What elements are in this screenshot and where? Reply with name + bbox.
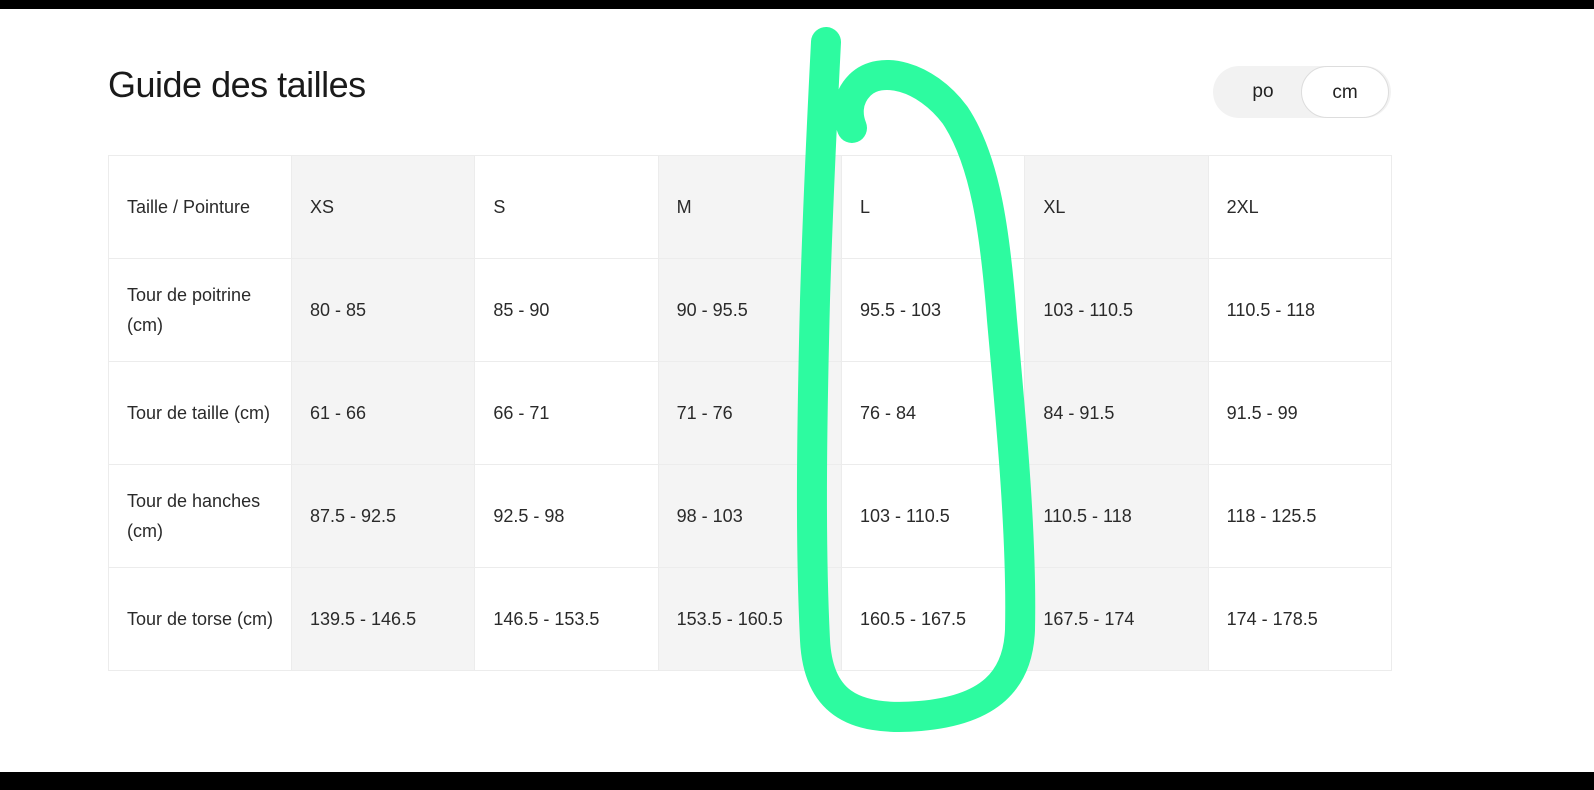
size-header: S	[474, 155, 659, 259]
size-cell-xs: 80 - 85	[290, 258, 476, 362]
size-cell-m: 153.5 - 160.5	[657, 567, 842, 671]
size-cell-l: 160.5 - 167.5	[840, 567, 1026, 671]
size-cell-2xl: 91.5 - 99	[1207, 361, 1393, 465]
size-cell-m: 71 - 76	[657, 361, 842, 465]
table-header-row: Taille / Pointure XS S M L XL 2XL	[108, 155, 1393, 259]
size-header: M	[657, 155, 842, 259]
size-cell-xs: 61 - 66	[290, 361, 476, 465]
size-cell-m: 90 - 95.5	[657, 258, 842, 362]
top-letterbox	[0, 0, 1594, 9]
size-cell-s: 85 - 90	[474, 258, 659, 362]
table-row: Tour de hanches (cm) 87.5 - 92.5 92.5 - 98…	[108, 464, 1393, 568]
size-cell-l: 95.5 - 103	[840, 258, 1026, 362]
size-cell-2xl: 118 - 125.5	[1207, 464, 1393, 568]
size-table: Taille / Pointure XS S M L XL 2XL Tour d…	[108, 155, 1393, 671]
size-cell-m: 98 - 103	[657, 464, 842, 568]
size-cell-xs: 87.5 - 92.5	[290, 464, 476, 568]
size-cell-2xl: 110.5 - 118	[1207, 258, 1393, 362]
size-header: 2XL	[1207, 155, 1393, 259]
size-header: XS	[290, 155, 476, 259]
row-label: Tour de taille (cm)	[108, 361, 292, 465]
size-cell-l: 76 - 84	[840, 361, 1026, 465]
size-cell-l: 103 - 110.5	[840, 464, 1026, 568]
header-label: Taille / Pointure	[108, 155, 292, 259]
row-label: Tour de poitrine (cm)	[108, 258, 292, 362]
size-header: XL	[1024, 155, 1209, 259]
size-cell-xl: 167.5 - 174	[1024, 567, 1209, 671]
row-label: Tour de torse (cm)	[108, 567, 292, 671]
unit-option-cm[interactable]: cm	[1301, 66, 1389, 118]
size-cell-s: 92.5 - 98	[474, 464, 659, 568]
size-cell-xl: 84 - 91.5	[1024, 361, 1209, 465]
size-cell-2xl: 174 - 178.5	[1207, 567, 1393, 671]
size-cell-xl: 103 - 110.5	[1024, 258, 1209, 362]
size-cell-xl: 110.5 - 118	[1024, 464, 1209, 568]
table-row: Tour de torse (cm) 139.5 - 146.5 146.5 - 1…	[108, 567, 1393, 671]
page-title: Guide des tailles	[108, 64, 366, 105]
unit-toggle[interactable]: po cm	[1213, 66, 1391, 118]
size-header: L	[840, 155, 1026, 259]
table-row: Tour de poitrine (cm) 80 - 85 85 - 90 90 - …	[108, 258, 1393, 362]
unit-option-po[interactable]: po	[1252, 81, 1274, 102]
bottom-letterbox	[0, 772, 1594, 790]
size-cell-xs: 139.5 - 146.5	[290, 567, 476, 671]
size-cell-s: 146.5 - 153.5	[474, 567, 659, 671]
row-label: Tour de hanches (cm)	[108, 464, 292, 568]
table-row: Tour de taille (cm) 61 - 66 66 - 71 71 - 76…	[108, 361, 1393, 465]
size-cell-s: 66 - 71	[474, 361, 659, 465]
